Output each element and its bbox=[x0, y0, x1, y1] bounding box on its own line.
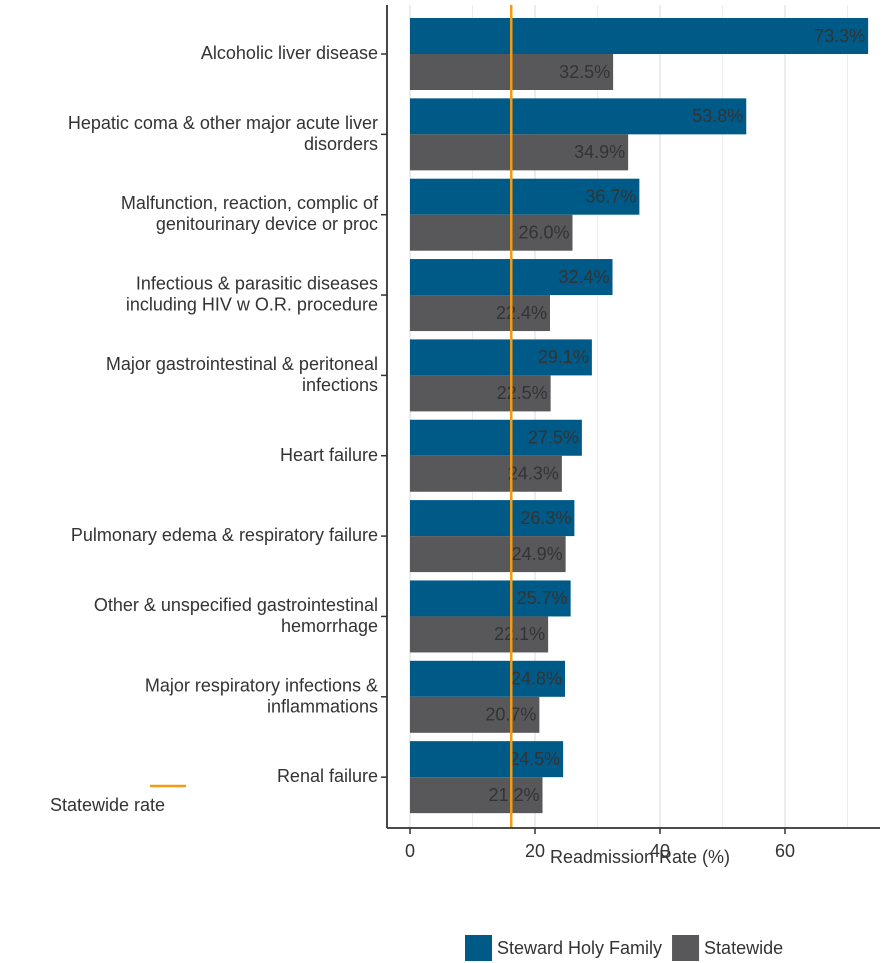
value-label: 29.1% bbox=[538, 347, 589, 367]
value-label: 26.3% bbox=[520, 508, 571, 528]
y-tick-label: Heart failure bbox=[280, 445, 378, 465]
bar bbox=[410, 98, 747, 135]
bar bbox=[410, 178, 640, 215]
value-label: 34.9% bbox=[574, 142, 625, 162]
bar bbox=[410, 580, 571, 617]
y-tick-label: Renal failure bbox=[277, 766, 378, 786]
x-tick-label: 20 bbox=[525, 841, 545, 861]
legend-label: Statewide bbox=[704, 938, 783, 958]
value-label: 22.4% bbox=[496, 303, 547, 323]
y-tick-label: Malfunction, reaction, complic of genitou… bbox=[121, 193, 379, 234]
y-tick-label: Infectious & parasitic diseases including… bbox=[126, 273, 378, 314]
bar bbox=[410, 214, 573, 251]
value-label: 73.3% bbox=[814, 26, 865, 46]
value-label: 24.3% bbox=[508, 464, 559, 484]
legend-label: Statewide rate bbox=[50, 795, 165, 815]
bar bbox=[410, 455, 562, 492]
legend-swatch bbox=[672, 935, 700, 961]
legend-label: Steward Holy Family bbox=[497, 938, 662, 958]
bar bbox=[410, 339, 592, 376]
y-tick-label: Major gastrointestinal & peritoneal infec… bbox=[106, 354, 378, 395]
y-tick-label: Alcoholic liver disease bbox=[201, 43, 378, 63]
value-label: 36.7% bbox=[585, 186, 636, 206]
value-label: 24.8% bbox=[511, 669, 562, 689]
value-label: 24.9% bbox=[512, 544, 563, 564]
bar bbox=[410, 660, 565, 697]
bar bbox=[410, 777, 543, 814]
value-label: 22.1% bbox=[494, 624, 545, 644]
value-label: 24.5% bbox=[509, 749, 560, 769]
x-tick-label: 40 bbox=[650, 841, 670, 861]
legend-swatch bbox=[465, 935, 492, 961]
y-tick-label: Major respiratory infections & inflammati… bbox=[145, 675, 378, 716]
x-tick-label: 60 bbox=[775, 841, 795, 861]
value-label: 32.4% bbox=[558, 267, 609, 287]
y-tick-label: Hepatic coma & other major acute liver di… bbox=[68, 113, 378, 154]
bar bbox=[410, 18, 869, 54]
value-label: 25.7% bbox=[517, 588, 568, 608]
bar bbox=[410, 741, 564, 778]
value-label: 32.5% bbox=[559, 62, 610, 82]
value-label: 21.2% bbox=[488, 785, 539, 805]
x-tick-label: 0 bbox=[405, 841, 415, 861]
bar bbox=[410, 134, 629, 171]
bar bbox=[410, 375, 551, 412]
bar bbox=[410, 500, 575, 537]
y-tick-label: Other & unspecified gastrointestinal hemo… bbox=[94, 595, 378, 636]
bar bbox=[410, 696, 540, 733]
bar bbox=[410, 536, 566, 573]
bar bbox=[410, 295, 550, 332]
bar bbox=[410, 616, 549, 653]
bar bbox=[410, 419, 582, 456]
value-label: 22.5% bbox=[497, 383, 548, 403]
value-label: 26.0% bbox=[518, 222, 569, 242]
x-axis-label: Readmission Rate (%) bbox=[550, 847, 730, 867]
y-tick-label: Pulmonary edema & respiratory failure bbox=[71, 525, 378, 545]
value-label: 27.5% bbox=[528, 428, 579, 448]
value-label: 53.8% bbox=[692, 106, 743, 126]
